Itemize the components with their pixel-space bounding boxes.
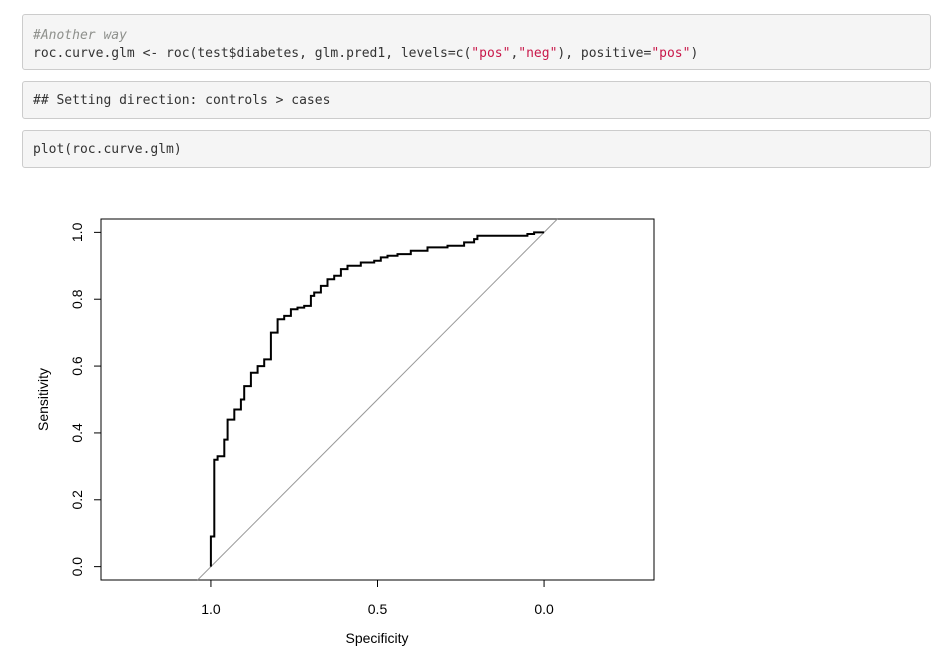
code-line-roc: roc.curve.glm <- roc(test$diabetes, glm.… [33, 45, 920, 63]
code-output-block: ## Setting direction: controls > cases [22, 81, 931, 119]
code-segment: ), positive= [557, 46, 652, 61]
x-axis-label: Specificity [345, 630, 408, 646]
code-string-neg: "neg" [518, 46, 558, 61]
y-tick-label: 0.0 [69, 557, 85, 577]
code-string-positive: "pos" [651, 46, 691, 61]
code-comment: #Another way [33, 28, 127, 43]
x-axis: 1.0 0.5 0.0 [201, 579, 554, 617]
reference-diagonal [197, 218, 558, 581]
y-tick-label: 1.0 [69, 222, 85, 242]
code-segment: ) [690, 46, 699, 61]
code-segment: roc.curve.glm <- roc(test$diabetes, glm.… [33, 46, 472, 61]
code-block-roc: #Another way roc.curve.glm <- roc(test$di… [22, 14, 931, 70]
y-axis-label: Sensitivity [35, 368, 51, 431]
code-segment: , [510, 46, 519, 61]
x-tick-label: 0.5 [368, 601, 388, 617]
y-tick-label: 0.8 [69, 289, 85, 309]
y-tick-label: 0.6 [69, 356, 85, 376]
code-string-pos: "pos" [471, 46, 511, 61]
y-tick-label: 0.2 [69, 490, 85, 510]
roc-curve [209, 231, 545, 567]
x-tick-label: 1.0 [201, 601, 221, 617]
x-tick-label: 0.0 [534, 601, 554, 617]
y-axis: 0.0 0.2 0.4 0.6 0.8 1.0 [69, 222, 102, 577]
roc-plot: 1.0 0.5 0.0 0.0 0.2 0.4 0.6 0.8 1.0 Specificity… [35, 218, 655, 646]
code-block-plot: plot(roc.curve.glm) [22, 130, 931, 168]
y-tick-label: 0.4 [69, 423, 85, 443]
